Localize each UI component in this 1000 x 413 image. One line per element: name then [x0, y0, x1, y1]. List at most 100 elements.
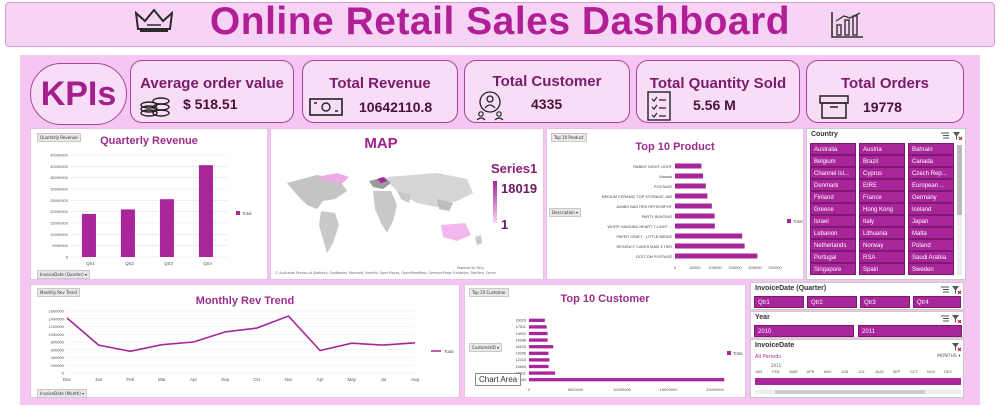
country-chip[interactable]: Iceland: [908, 203, 954, 215]
country-chip[interactable]: Poland: [908, 239, 954, 251]
country-chip[interactable]: Portugal: [810, 251, 856, 263]
country-chip[interactable]: Singapore: [810, 263, 856, 275]
field-button[interactable]: Description ▾: [549, 208, 582, 217]
multi-select-icon[interactable]: [941, 315, 949, 322]
country-chip[interactable]: Czech Rep...: [908, 167, 954, 179]
invoice-date-timeline[interactable]: InvoiceDate All Periods MONTHS ▾ 2011 JA…: [750, 339, 964, 398]
kpi-total-quantity-sold: Total Quantity Sold 5.56 M: [636, 60, 800, 123]
country-chip[interactable]: RSA: [859, 251, 905, 263]
bar: [675, 223, 715, 229]
chart-tag[interactable]: Monthly Rev Trend: [37, 288, 80, 297]
y-tick-label: 20000000: [50, 209, 69, 214]
country-chip[interactable]: Italy: [859, 215, 905, 227]
country-chip[interactable]: Finland: [810, 191, 856, 203]
country-chip[interactable]: Lebanon: [810, 227, 856, 239]
quarter-slicer[interactable]: InvoiceDate (Quarter) Qtr1 Qtr2 Qtr3 Qtr…: [750, 282, 964, 310]
chart-tag[interactable]: Top 10 Product: [551, 133, 587, 142]
slicer-title: InvoiceDate (Quarter): [755, 285, 827, 292]
top-product-panel[interactable]: Top 10 Product Top 10 Product 0 50000 1000…: [546, 128, 804, 280]
quarterly-revenue-panel[interactable]: Quarterly Revenue Quarterly Revenue 0 500…: [30, 128, 268, 280]
country-chip[interactable]: Cyprus: [859, 167, 905, 179]
chart-title: Top 10 Product: [635, 141, 715, 153]
timeline-month[interactable]: JUL: [858, 370, 865, 374]
quarter-chip[interactable]: Qtr3: [860, 296, 910, 308]
chart-tag[interactable]: Top 10 Customer: [469, 288, 509, 297]
country-chip[interactable]: Netherlands: [810, 239, 856, 251]
timeline-month[interactable]: SEP: [892, 370, 901, 374]
timeline-month[interactable]: MAY: [823, 370, 832, 374]
legend-swatch: [236, 211, 240, 215]
quarter-chip[interactable]: Qtr4: [913, 296, 961, 308]
country-chip[interactable]: EIRE: [859, 179, 905, 191]
multi-select-icon[interactable]: [941, 132, 949, 139]
country-chip[interactable]: Channel Isl...: [810, 167, 856, 179]
country-chip[interactable]: Australia: [810, 143, 856, 155]
timeline-scrollbar[interactable]: [755, 390, 961, 394]
world-map[interactable]: [277, 169, 487, 261]
timeline-month[interactable]: NOV: [927, 370, 936, 374]
field-button[interactable]: InvoiceDate (Month) ▾: [37, 389, 88, 398]
chart-tag[interactable]: Quarterly Revenue: [37, 133, 81, 142]
y-tick-label: JUMBO BAG RED RETROSPOT: [616, 205, 673, 209]
clear-filter-icon[interactable]: [952, 343, 961, 351]
country-chip[interactable]: European ...: [908, 179, 954, 191]
top-customer-panel[interactable]: Top 10 Customer Top 10 Customer 0 5000000…: [464, 284, 746, 398]
map-panel[interactable]: MAP Series1 18019 1 © Australian Bureau …: [270, 128, 544, 280]
country-chip[interactable]: Japan: [908, 215, 954, 227]
country-slicer[interactable]: Country Australia Austria Bahrain Belgium Br…: [806, 128, 966, 280]
field-button[interactable]: InvoiceDate (Quarter) ▾: [37, 270, 90, 279]
country-chip[interactable]: Saudi Arabia: [908, 251, 954, 263]
country-chip[interactable]: Canada: [908, 155, 954, 167]
y-tick-label: WHITE HANGING HEART T-LIGHT ...: [608, 225, 673, 229]
slicer-scrollbar[interactable]: [957, 145, 962, 275]
country-chip[interactable]: Lithuania: [859, 227, 905, 239]
bar: [529, 364, 549, 369]
country-chip[interactable]: France: [859, 191, 905, 203]
kpi-value: 19778: [863, 99, 902, 115]
y-tick-label: REGENCY CAKESTAND 3 TIER: [617, 245, 673, 249]
country-chip[interactable]: Greece: [810, 203, 856, 215]
quarter-chip[interactable]: Qtr2: [807, 296, 857, 308]
timeline-month[interactable]: OCT: [909, 370, 918, 374]
y-tick-label: Manual: [660, 175, 673, 179]
timeline-bar[interactable]: [755, 378, 961, 385]
country-chip[interactable]: Belgium: [810, 155, 856, 167]
clear-filter-icon[interactable]: [953, 132, 962, 140]
country-chip[interactable]: Hong Kong: [859, 203, 905, 215]
clear-filter-icon[interactable]: [952, 315, 961, 323]
timeline-month[interactable]: MAR: [789, 370, 798, 374]
timeline-month[interactable]: AUG: [875, 370, 884, 374]
y-tick-label: 1200000: [48, 324, 64, 329]
timeline-level[interactable]: MONTHS ▾: [937, 354, 961, 359]
year-slicer[interactable]: Year 2010 2011: [750, 311, 964, 338]
bar-chart-icon: [831, 12, 863, 38]
country-chip[interactable]: Germany: [908, 191, 954, 203]
year-chip[interactable]: 2010: [754, 325, 854, 337]
timeline-month[interactable]: DEC: [944, 370, 953, 374]
kpi-total-orders: Total Orders 19778: [806, 60, 964, 123]
timeline-month[interactable]: APR: [806, 370, 815, 374]
country-chip[interactable]: Austria: [859, 143, 905, 155]
monthly-trend-panel[interactable]: Monthly Rev Trend Monthly Rev Trend 0 200…: [30, 284, 460, 398]
country-chip[interactable]: Bahrain: [908, 143, 954, 155]
country-chip[interactable]: Denmark: [810, 179, 856, 191]
timeline-month[interactable]: FEB: [772, 370, 780, 374]
y-tick-label: PARTY BUNTING: [642, 215, 672, 219]
country-chip[interactable]: Malta: [908, 227, 954, 239]
timeline-month[interactable]: JUN: [841, 370, 849, 374]
year-chip[interactable]: 2011: [858, 325, 962, 337]
country-chip[interactable]: Israel: [810, 215, 856, 227]
map-legend-min: 1: [501, 217, 509, 232]
clear-filter-icon[interactable]: [952, 286, 961, 294]
bar: [675, 163, 702, 169]
country-chip[interactable]: Spain: [859, 263, 905, 275]
field-button[interactable]: CustomerID ▾: [469, 343, 502, 352]
quarter-chip[interactable]: Qtr1: [754, 296, 804, 308]
country-chip[interactable]: Sweden: [908, 263, 954, 275]
country-chip[interactable]: Norway: [859, 239, 905, 251]
legend-swatch: [787, 219, 791, 223]
bar: [198, 165, 213, 257]
country-chip[interactable]: Brazil: [859, 155, 905, 167]
multi-select-icon[interactable]: [941, 286, 949, 293]
timeline-month[interactable]: JAN: [755, 370, 763, 374]
